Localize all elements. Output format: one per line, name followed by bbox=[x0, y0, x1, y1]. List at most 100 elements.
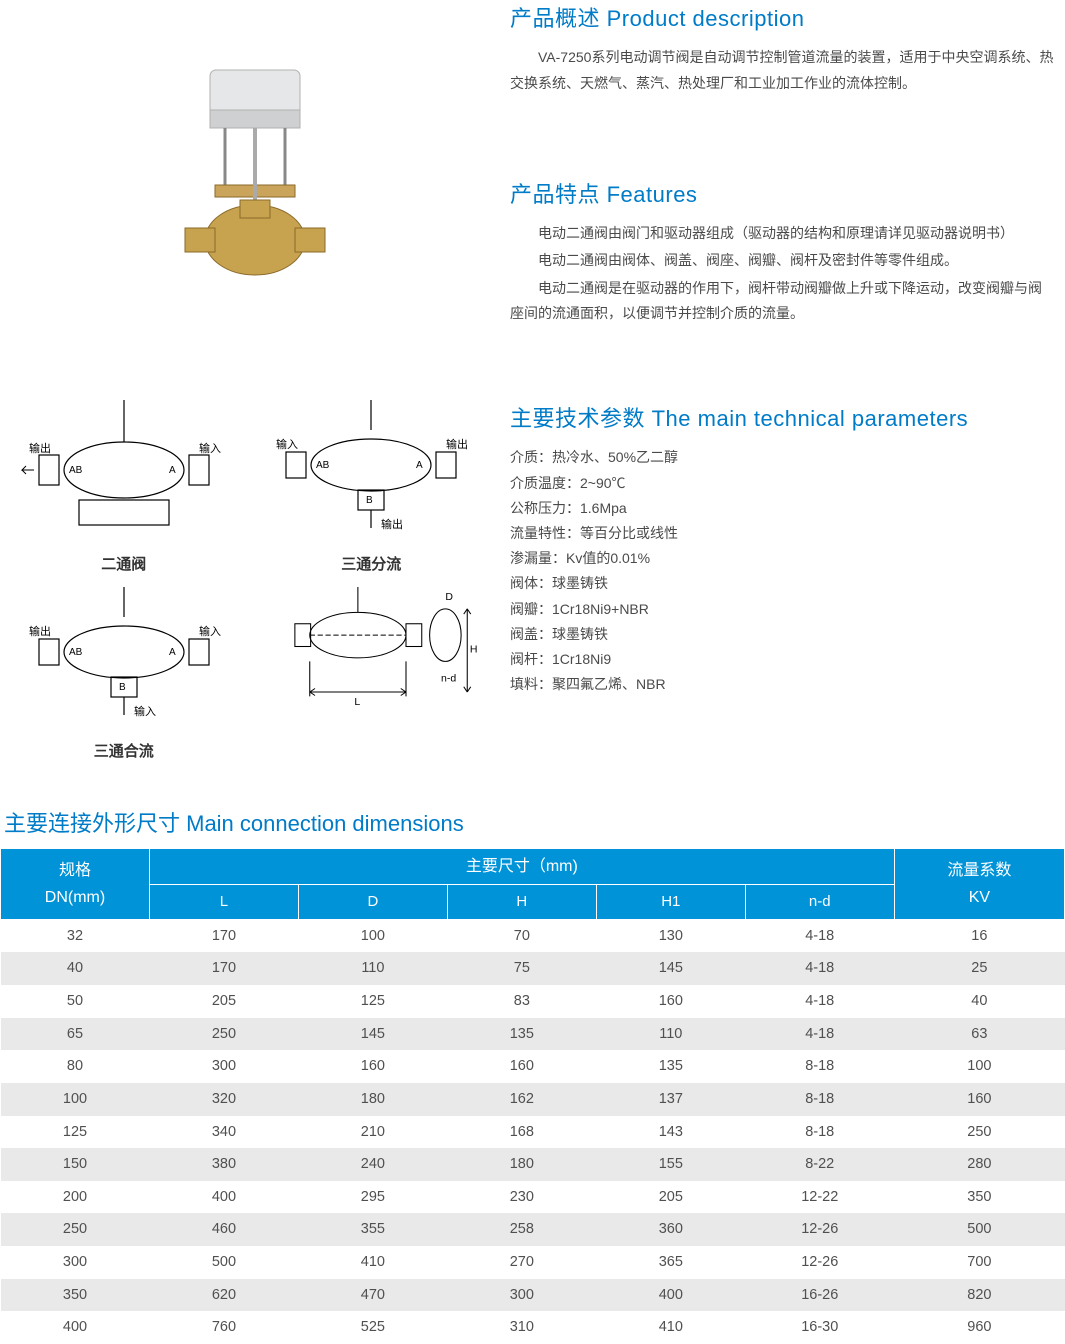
diagram-three-way-merge: 输出 输入 输入 AB A B 三通合流 bbox=[9, 587, 239, 764]
svg-text:D: D bbox=[446, 591, 454, 603]
diagram-dimensions: L H D n-d bbox=[256, 587, 486, 764]
tech-line-6: 阀瓣：1Cr18Ni9+NBR bbox=[510, 597, 1055, 622]
features-block: 产品特点 Features 电动二通阀由阀门和驱动器组成（驱动器的结构和原理请详… bbox=[510, 176, 1055, 326]
table-cell: 960 bbox=[894, 1311, 1064, 1344]
svg-text:输入: 输入 bbox=[199, 441, 221, 455]
table-cell: 258 bbox=[447, 1213, 596, 1246]
tech-params-heading: 主要技术参数 The main technical parameters bbox=[510, 400, 1055, 437]
th-spec-l2: DN(mm) bbox=[45, 889, 105, 906]
diagram-two-way-label: 二通阀 bbox=[9, 552, 239, 578]
table-cell: 145 bbox=[596, 952, 745, 985]
table-cell: 470 bbox=[298, 1279, 447, 1312]
table-cell: 4-18 bbox=[745, 1018, 894, 1051]
svg-text:输出: 输出 bbox=[446, 437, 468, 451]
product-photo-column bbox=[0, 0, 510, 330]
svg-text:输入: 输入 bbox=[276, 437, 298, 451]
svg-text:B: B bbox=[119, 682, 126, 693]
table-cell: 100 bbox=[894, 1050, 1064, 1083]
table-cell: 40 bbox=[894, 985, 1064, 1018]
table-row: 30050041027036512-26700 bbox=[1, 1246, 1065, 1279]
table-cell: 100 bbox=[298, 919, 447, 952]
three-way-split-svg: 输入 输出 输出 AB A B bbox=[256, 400, 486, 540]
table-cell: 16-26 bbox=[745, 1279, 894, 1312]
svg-text:输出: 输出 bbox=[29, 441, 51, 455]
table-cell: 180 bbox=[447, 1148, 596, 1181]
table-cell: 310 bbox=[447, 1311, 596, 1344]
table-cell: 355 bbox=[298, 1213, 447, 1246]
svg-text:AB: AB bbox=[69, 465, 83, 476]
dimensions-tbody: 32170100701304-181640170110751454-182550… bbox=[1, 919, 1065, 1344]
table-cell: 205 bbox=[149, 985, 298, 1018]
table-cell: 70 bbox=[447, 919, 596, 952]
table-cell: 160 bbox=[447, 1050, 596, 1083]
diagram-column: 输出 输入 AB A 二通阀 bbox=[0, 400, 510, 765]
table-cell: 160 bbox=[894, 1083, 1064, 1116]
table-row: 20040029523020512-22350 bbox=[1, 1181, 1065, 1214]
features-p1: 电动二通阀由阀门和驱动器组成（驱动器的结构和原理请详见驱动器说明书） bbox=[510, 221, 1055, 246]
features-heading: 产品特点 Features bbox=[510, 176, 1055, 213]
table-row: 1003201801621378-18160 bbox=[1, 1083, 1065, 1116]
table-cell: 280 bbox=[894, 1148, 1064, 1181]
svg-text:B: B bbox=[366, 495, 373, 506]
table-cell: 8-18 bbox=[745, 1116, 894, 1149]
table-cell: 400 bbox=[149, 1181, 298, 1214]
table-cell: 760 bbox=[149, 1311, 298, 1344]
table-cell: 32 bbox=[1, 919, 150, 952]
svg-text:AB: AB bbox=[69, 647, 83, 658]
table-cell: 12-26 bbox=[745, 1213, 894, 1246]
table-cell: 250 bbox=[1, 1213, 150, 1246]
table-cell: 240 bbox=[298, 1148, 447, 1181]
table-cell: 145 bbox=[298, 1018, 447, 1051]
th-kv: 流量系数 KV bbox=[894, 848, 1064, 919]
table-row: 50205125831604-1840 bbox=[1, 985, 1065, 1018]
table-row: 25046035525836012-26500 bbox=[1, 1213, 1065, 1246]
svg-text:A: A bbox=[416, 460, 423, 471]
table-cell: 270 bbox=[447, 1246, 596, 1279]
table-cell: 135 bbox=[447, 1018, 596, 1051]
tech-line-0: 介质：热冷水、50%乙二醇 bbox=[510, 445, 1055, 470]
table-cell: 460 bbox=[149, 1213, 298, 1246]
svg-text:AB: AB bbox=[316, 460, 330, 471]
three-way-merge-svg: 输出 输入 输入 AB A B bbox=[9, 587, 239, 727]
th-col-L: L bbox=[149, 885, 298, 920]
tech-line-4: 渗漏量：Kv值的0.01% bbox=[510, 546, 1055, 571]
svg-text:A: A bbox=[169, 465, 176, 476]
table-cell: 400 bbox=[1, 1311, 150, 1344]
tech-params-list: 介质：热冷水、50%乙二醇 介质温度：2~90℃ 公称压力：1.6Mpa 流量特… bbox=[510, 445, 1055, 697]
table-cell: 65 bbox=[1, 1018, 150, 1051]
table-cell: 150 bbox=[1, 1148, 150, 1181]
table-cell: 168 bbox=[447, 1116, 596, 1149]
th-col-H1: H1 bbox=[596, 885, 745, 920]
svg-text:n-d: n-d bbox=[441, 673, 456, 685]
table-cell: 620 bbox=[149, 1279, 298, 1312]
table-cell: 820 bbox=[894, 1279, 1064, 1312]
table-row: 1503802401801558-22280 bbox=[1, 1148, 1065, 1181]
table-cell: 300 bbox=[1, 1246, 150, 1279]
th-col-D: D bbox=[298, 885, 447, 920]
table-row: 35062047030040016-26820 bbox=[1, 1279, 1065, 1312]
table-row: 652501451351104-1863 bbox=[1, 1018, 1065, 1051]
product-photo bbox=[115, 30, 395, 330]
svg-text:输出: 输出 bbox=[381, 517, 403, 531]
tech-line-2: 公称压力：1.6Mpa bbox=[510, 496, 1055, 521]
table-cell: 110 bbox=[596, 1018, 745, 1051]
svg-text:A: A bbox=[169, 647, 176, 658]
table-cell: 250 bbox=[894, 1116, 1064, 1149]
table-cell: 8-22 bbox=[745, 1148, 894, 1181]
svg-text:输入: 输入 bbox=[134, 704, 156, 718]
table-cell: 137 bbox=[596, 1083, 745, 1116]
table-cell: 4-18 bbox=[745, 919, 894, 952]
th-col-nd: n-d bbox=[745, 885, 894, 920]
table-cell: 380 bbox=[149, 1148, 298, 1181]
table-cell: 250 bbox=[149, 1018, 298, 1051]
table-cell: 365 bbox=[596, 1246, 745, 1279]
tech-line-1: 介质温度：2~90℃ bbox=[510, 471, 1055, 496]
table-cell: 80 bbox=[1, 1050, 150, 1083]
table-cell: 525 bbox=[298, 1311, 447, 1344]
table-cell: 300 bbox=[447, 1279, 596, 1312]
table-cell: 40 bbox=[1, 952, 150, 985]
table-cell: 350 bbox=[894, 1181, 1064, 1214]
table-cell: 205 bbox=[596, 1181, 745, 1214]
table-row: 32170100701304-1816 bbox=[1, 919, 1065, 952]
svg-text:H: H bbox=[470, 644, 478, 656]
